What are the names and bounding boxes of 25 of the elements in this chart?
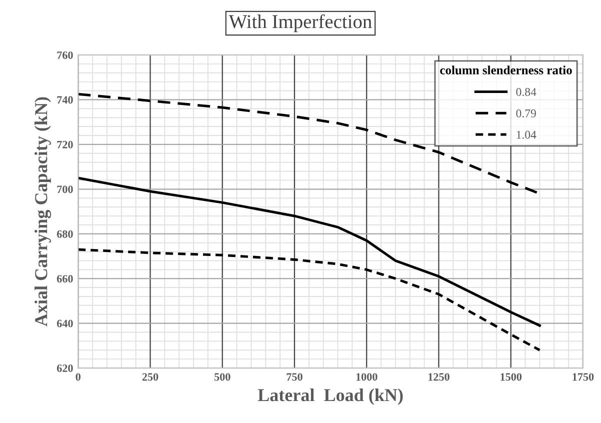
x-tick-label: 1750 — [572, 373, 594, 381]
y-tick-label: 720 — [57, 140, 73, 148]
x-tick-label: 250 — [142, 373, 158, 381]
legend-title: column slenderness ratio — [440, 66, 572, 74]
y-axis-title: Axial Carrying Capacity (kN) — [34, 97, 52, 326]
legend-label: 0.84 — [516, 88, 536, 96]
x-tick-label: 1500 — [500, 373, 522, 381]
y-tick-label: 640 — [56, 320, 73, 328]
line-series — [78, 176, 541, 327]
x-tick-label: 1250 — [428, 373, 450, 381]
x-tick-label: 1000 — [356, 373, 378, 381]
legend-label: 0.79 — [516, 109, 536, 118]
legend-label: 1.04 — [516, 130, 536, 139]
y-tick-label: 680 — [56, 230, 73, 238]
chart-title: With Imperfection — [228, 14, 372, 32]
x-tick-label: 500 — [214, 373, 230, 381]
y-tick-label: 660 — [56, 275, 73, 283]
y-tick-label: 620 — [56, 364, 73, 372]
x-tick-label: 750 — [286, 373, 302, 381]
y-tick-label: 760 — [57, 51, 73, 59]
x-tick-label: 0 — [76, 373, 80, 381]
line-series — [78, 248, 541, 352]
y-tick-label: 740 — [57, 96, 73, 104]
y-tick-label: 700 — [57, 186, 73, 194]
x-axis-title: Lateral Load (kN) — [258, 388, 403, 405]
